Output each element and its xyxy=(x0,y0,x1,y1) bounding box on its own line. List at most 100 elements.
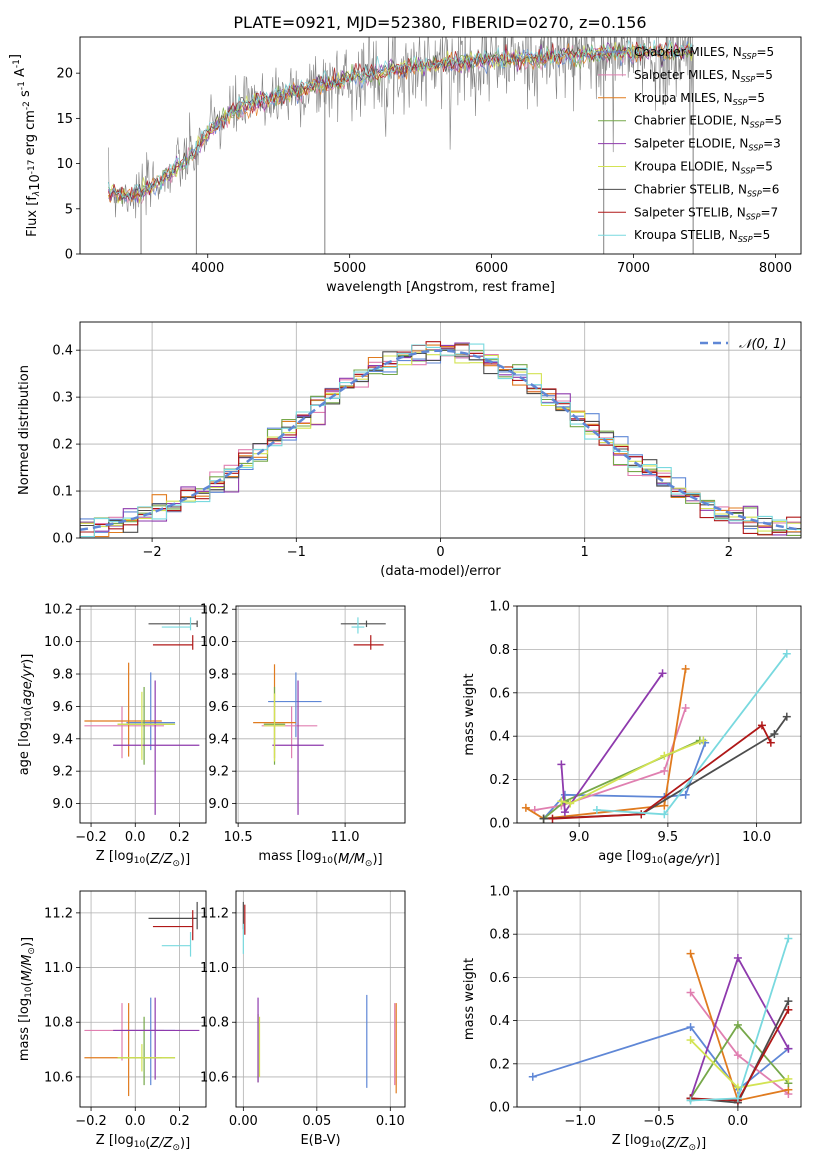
errorbar-point xyxy=(263,693,286,762)
errorbar-point xyxy=(126,997,176,1086)
histogram-salpeter-stelib xyxy=(80,341,801,538)
weight-marker xyxy=(660,766,669,775)
y-tick-label: 9.0 xyxy=(52,797,73,812)
axes-frame xyxy=(516,890,802,1108)
y-tick-label: 0.0 xyxy=(489,817,510,832)
axes-frame xyxy=(79,890,207,1108)
axes-frame xyxy=(235,605,406,824)
y-tick-label: 0.2 xyxy=(52,438,73,453)
errorbar-point xyxy=(353,635,384,650)
x-tick-label: 11.0 xyxy=(331,830,360,845)
y-tick-label: 10.2 xyxy=(200,603,229,618)
y-tick-label: 9.6 xyxy=(208,700,229,715)
x-tick-label: 0.10 xyxy=(376,1114,405,1129)
panel-residuals: −2 −1 0 1 2 0.0 0.1 0.2 0.3 0.4 (data-model)/error… xyxy=(17,321,802,579)
y-tick-label: 10.6 xyxy=(200,1070,229,1085)
errorbar-point xyxy=(148,620,198,628)
x-tick-label: 0.0 xyxy=(125,830,146,845)
panel-age_vs_mass: 10.5 11.0 9.0 9.2 9.4 9.6 9.8 10.0 10.2 mass [log… xyxy=(200,603,406,869)
x-tick-label: 2 xyxy=(725,545,733,560)
plot-area-residuals xyxy=(80,341,801,538)
y-tick-label: 1.0 xyxy=(489,885,510,900)
y-tick-label: 0.2 xyxy=(489,773,510,788)
x-tick-label: −0.5 xyxy=(643,1114,675,1129)
x-tick-label: 4000 xyxy=(191,261,224,276)
weight-marker xyxy=(660,751,669,760)
errorbar-point xyxy=(148,901,198,930)
grid-mass_vs_Z xyxy=(80,891,206,1107)
errorbar-point xyxy=(261,706,318,759)
y-tick-label: 0.6 xyxy=(489,686,510,701)
x-tick-label: 6000 xyxy=(475,261,508,276)
y-tick-label: 9.4 xyxy=(208,732,229,747)
y-axis-label: Normed distribution xyxy=(17,365,32,495)
x-tick-label: 0.00 xyxy=(229,1114,258,1129)
frame-age_vs_Z: −0.2 0.0 0.2 9.0 9.2 9.4 9.6 9.8 10.0 10.2 Z [log1… xyxy=(17,603,207,869)
weight-marker xyxy=(733,1094,742,1103)
x-tick-label: −2 xyxy=(143,545,162,560)
x-tick-label: 0.2 xyxy=(169,1114,190,1129)
x-tick-label: 0 xyxy=(436,545,444,560)
plot-area-age_vs_Z xyxy=(84,617,200,815)
y-tick-label: 10.6 xyxy=(44,1070,73,1085)
weight-line-chabrier-miles xyxy=(532,1026,789,1091)
y-tick-label: 0.8 xyxy=(489,643,510,658)
grid-age_vs_Z xyxy=(80,606,206,823)
errorbar-point xyxy=(84,706,164,759)
legend-entry: Salpeter ELODIE, NSSP=3 xyxy=(634,137,781,153)
weight-marker xyxy=(557,760,566,769)
frame-residuals: −2 −1 0 1 2 0.0 0.1 0.2 0.3 0.4 (data-model)/error… xyxy=(17,321,802,579)
y-tick-label: 0.1 xyxy=(52,485,73,500)
spectrum-legend: Chabrier MILES, NSSP=5 Salpeter MILES, NS… xyxy=(598,45,782,244)
x-tick-label: 8000 xyxy=(759,261,792,276)
weight-marker xyxy=(557,797,566,806)
errorbar-point xyxy=(268,672,322,738)
y-tick-label: 10.8 xyxy=(200,1016,229,1031)
x-axis-label: (data-model)/error xyxy=(380,564,501,579)
x-tick-label: 1 xyxy=(581,545,589,560)
axes-frame xyxy=(79,321,802,539)
grid-weight_vs_age xyxy=(517,605,801,824)
axes-frame xyxy=(79,36,802,255)
x-tick-label: 0.05 xyxy=(302,1114,331,1129)
weight-marker xyxy=(681,790,690,799)
weight-marker xyxy=(784,1005,793,1014)
y-tick-label: 0.6 xyxy=(489,971,510,986)
y-axis-label: age [log10(age/yr)] xyxy=(17,654,35,776)
y-axis-label: Flux [fλ10-17 erg cm-2 s-1 A-1] xyxy=(8,54,43,237)
y-tick-label: 0.8 xyxy=(489,928,510,943)
axes-frame xyxy=(516,605,802,824)
legend-entry: 𝒩(0, 1) xyxy=(739,337,786,352)
x-tick-label: 0.0 xyxy=(728,1114,749,1129)
model-spectrum-kroupa-stelib xyxy=(108,39,694,201)
y-tick-label: 20 xyxy=(56,67,73,82)
weight-marker xyxy=(681,664,690,673)
frame-weight_vs_Z: −1.0 −0.5 0.0 0.0 0.2 0.4 0.6 0.8 1.0 Z [log10(Z/… xyxy=(462,885,802,1153)
weight-marker xyxy=(784,934,793,943)
y-tick-label: 0.0 xyxy=(52,532,73,547)
x-axis-label: Z [log10(Z/Z⊙)] xyxy=(612,1133,706,1153)
weight-marker xyxy=(686,1096,695,1105)
y-tick-label: 9.0 xyxy=(208,797,229,812)
grid-age_vs_mass xyxy=(236,606,405,823)
errorbar-point xyxy=(126,672,176,751)
y-tick-label: 15 xyxy=(56,112,73,127)
y-tick-label: 11.0 xyxy=(44,961,73,976)
y-tick-label: 10 xyxy=(56,157,73,172)
x-tick-label: 5000 xyxy=(333,261,366,276)
y-tick-label: 0 xyxy=(65,248,73,263)
y-tick-label: 9.4 xyxy=(52,732,73,747)
x-axis-label: E(B-V) xyxy=(300,1133,340,1148)
y-tick-label: 0.4 xyxy=(489,730,510,745)
weight-marker xyxy=(784,1074,793,1083)
weight-marker xyxy=(566,799,575,808)
y-tick-label: 11.2 xyxy=(44,906,73,921)
panel-mass_vs_ebv: 0.00 0.05 0.10 10.6 10.8 11.0 11.2 E(B-V) xyxy=(200,890,406,1148)
y-tick-label: 0.0 xyxy=(489,1101,510,1116)
errorbar-point xyxy=(84,1003,164,1061)
weight-marker xyxy=(686,1023,695,1032)
frame-weight_vs_age: 9.0 9.5 10.0 0.0 0.2 0.4 0.6 0.8 1.0 age [log10(a… xyxy=(462,600,802,867)
x-axis-label: mass [log10(M/M⊙)] xyxy=(258,849,382,869)
y-tick-label: 1.0 xyxy=(489,600,510,615)
errorbar-point xyxy=(272,680,324,815)
